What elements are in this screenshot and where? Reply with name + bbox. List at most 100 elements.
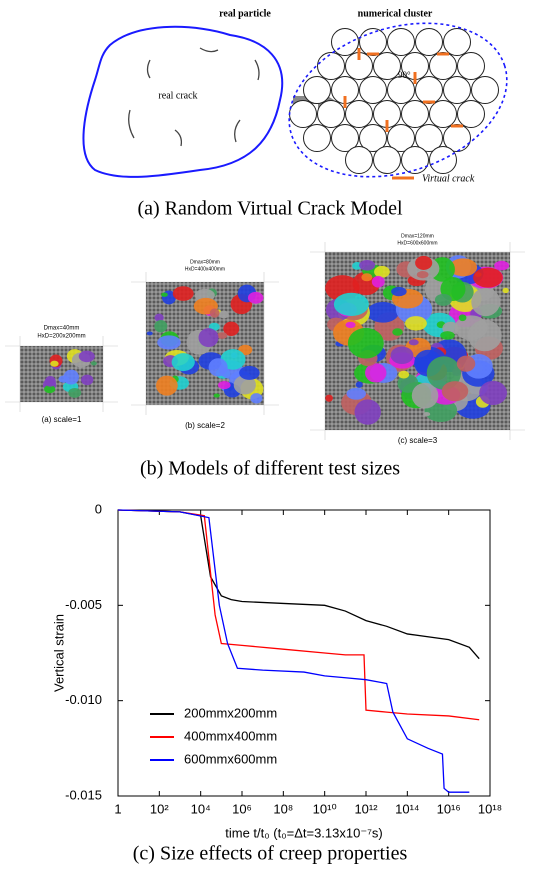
figure: real particle numerical cluster real cra… <box>0 0 539 872</box>
aggregate <box>154 320 167 332</box>
aggregate <box>417 271 429 278</box>
panel-b: (b) Models of different test sizes Dmax=… <box>5 233 525 479</box>
particle-circle <box>388 77 415 104</box>
aggregate <box>457 356 475 372</box>
aggregate <box>502 288 508 293</box>
caption: (c) Size effects of creep properties <box>133 843 408 865</box>
aggregate <box>345 322 355 328</box>
aggregate <box>325 395 333 402</box>
x-tick-label: 10⁴ <box>191 801 211 816</box>
particle-outline <box>83 27 282 177</box>
aggregate <box>415 256 432 270</box>
model-size: HxD=400x400mm <box>185 266 225 272</box>
x-tick-label: 10¹⁴ <box>395 801 419 816</box>
aggregate <box>199 328 219 347</box>
particle-circle <box>304 77 331 104</box>
y-tick-label: 0 <box>95 501 102 516</box>
y-tick-label: -0.005 <box>65 597 102 612</box>
particle-circle <box>444 77 471 104</box>
aggregate <box>209 358 228 376</box>
chart: (c) Size effects of creep properties tim… <box>51 501 502 864</box>
aggregate <box>354 399 380 424</box>
aggregate <box>391 287 407 296</box>
aggregate <box>173 286 194 301</box>
aggregate <box>423 412 430 416</box>
aggregate <box>347 388 366 400</box>
x-tick-label: 10¹² <box>354 801 378 816</box>
x-tick-label: 10¹⁰ <box>313 801 337 816</box>
aggregate <box>494 261 509 271</box>
aggregate <box>58 376 69 383</box>
aggregate <box>248 292 263 304</box>
model-dmax: Dmax=80mm <box>190 259 220 265</box>
model-size: HxD=200x200mm <box>37 334 85 340</box>
caption: (b) Models of different test sizes <box>140 458 400 480</box>
y-tick-label: -0.015 <box>65 787 102 802</box>
aggregate <box>250 393 262 403</box>
particle-circle <box>416 77 443 104</box>
aggregate <box>435 294 452 306</box>
y-tick-label: -0.010 <box>65 692 102 707</box>
legend-label: 200mmx200mm <box>184 705 277 720</box>
x-tick-label: 10⁸ <box>273 801 293 816</box>
aggregate <box>473 268 503 288</box>
aggregate <box>440 331 454 340</box>
aggregate <box>479 381 507 405</box>
cluster <box>290 29 499 174</box>
particle-circle <box>290 101 317 128</box>
aggregate <box>361 273 372 281</box>
series-line <box>118 510 469 792</box>
x-axis-label: time t/t₀ (t₀=Δt=3.13x10⁻⁷s) <box>225 825 383 840</box>
label: Virtual crack <box>422 173 475 184</box>
aggregate <box>405 316 427 330</box>
x-tick-label: 10² <box>150 801 169 816</box>
aggregate <box>161 293 168 297</box>
aggregate <box>210 308 220 317</box>
aggregate <box>172 353 195 371</box>
model-caption: (b) scale=2 <box>185 421 225 430</box>
aggregate <box>374 266 390 278</box>
aggregate <box>367 302 399 323</box>
legend-label: 600mmx600mm <box>184 751 277 766</box>
aggregate <box>50 361 58 367</box>
aggregate <box>392 328 403 335</box>
aggregate <box>348 328 384 359</box>
particle-circle <box>458 53 485 80</box>
particle-circle <box>444 29 471 56</box>
particle-circle <box>374 53 401 80</box>
particle-circle <box>416 29 443 56</box>
aggregate <box>79 351 95 362</box>
aggregate <box>218 381 231 389</box>
aggregate <box>91 361 97 365</box>
aggregate <box>68 388 81 398</box>
y-axis-label: Vertical strain <box>51 614 66 692</box>
model-caption: (a) scale=1 <box>42 415 82 424</box>
x-tick-label: 10¹⁶ <box>437 801 461 816</box>
panel-a: real particle numerical cluster real cra… <box>83 0 526 220</box>
aggregate <box>459 314 467 321</box>
aggregate <box>442 381 469 401</box>
aggregate <box>147 331 153 335</box>
particle-circle <box>402 101 429 128</box>
aggregate <box>372 276 385 288</box>
series-line <box>118 510 479 659</box>
aggregate <box>356 381 363 387</box>
particle-circle <box>332 29 359 56</box>
aggregate <box>157 335 181 349</box>
model-dmax: Dmax=120mm <box>401 233 434 239</box>
aggregate <box>359 260 375 271</box>
particle-circle <box>346 147 373 174</box>
label: real crack <box>158 90 197 101</box>
aggregate <box>398 371 409 379</box>
aggregate <box>214 393 220 397</box>
caption: (a) Random Virtual Crack Model <box>137 198 402 220</box>
aggregate <box>334 293 369 316</box>
aggregate <box>156 376 178 396</box>
particle-circle <box>318 53 345 80</box>
label: real particle <box>219 8 271 19</box>
x-tick-label: 10⁶ <box>232 801 252 816</box>
x-tick-label: 1 <box>114 801 121 816</box>
particle-circle <box>388 29 415 56</box>
particle-circle <box>458 101 485 128</box>
legend-label: 400mmx400mm <box>184 728 277 743</box>
